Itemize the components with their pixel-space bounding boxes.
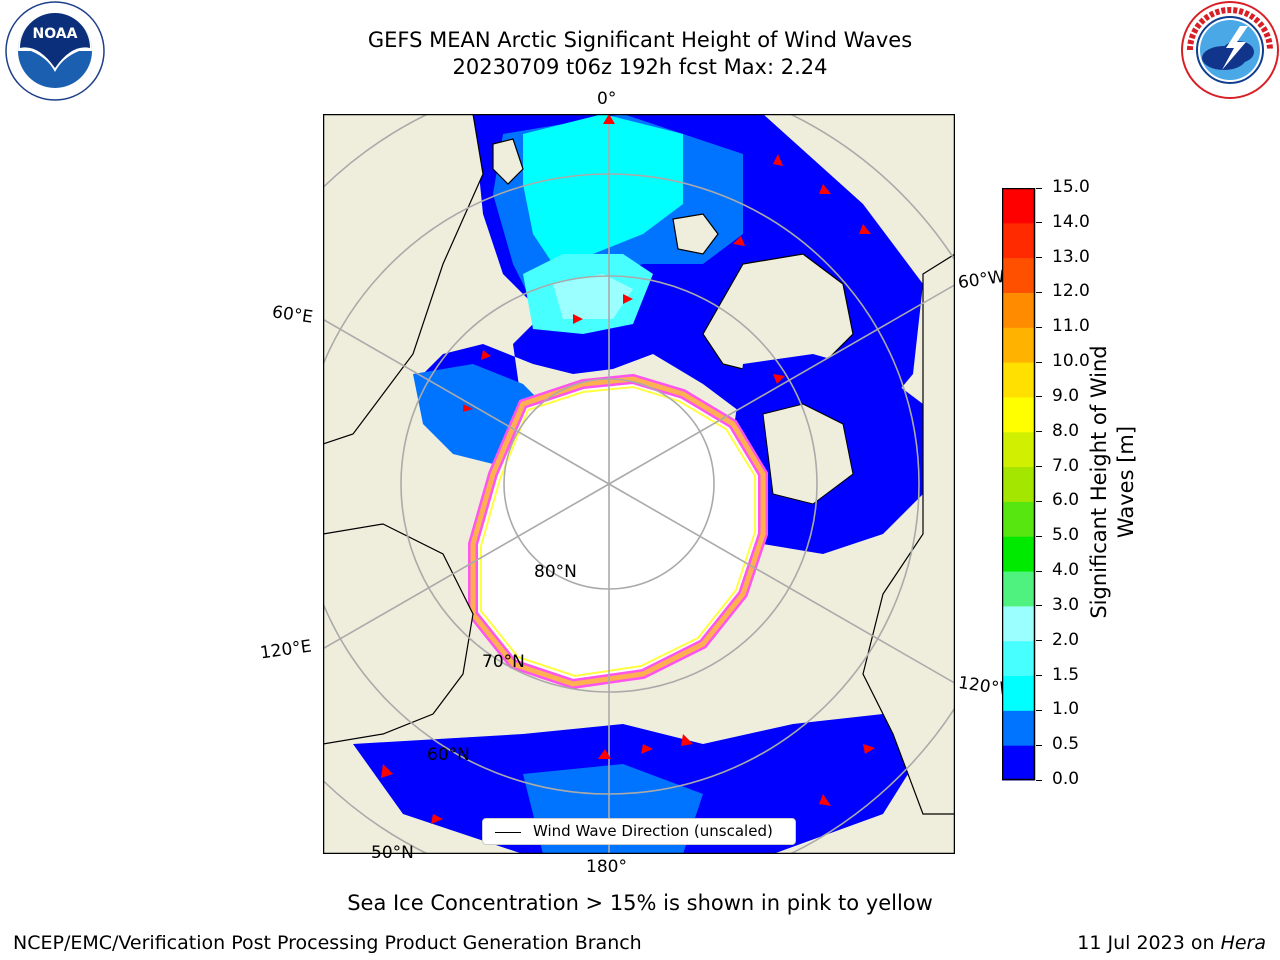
label-180deg: 180° — [586, 857, 627, 877]
colorbar-tick-mark — [1036, 291, 1042, 293]
map-legend: Wind Wave Direction (unscaled) — [482, 818, 796, 845]
colorbar-tick-mark — [1036, 187, 1042, 189]
colorbar-tick-label: 10.0 — [1052, 351, 1090, 372]
label-60w: 60°W — [956, 266, 1007, 294]
label-50n: 50°N — [371, 843, 414, 863]
colorbar-tick-label: 7.0 — [1052, 455, 1080, 476]
colorbar-tick-label: 14.0 — [1052, 211, 1090, 232]
colorbar-segment — [1002, 640, 1035, 677]
graticule — [323, 114, 955, 854]
colorbar-tick-mark — [1036, 500, 1042, 502]
colorbar — [1002, 188, 1036, 781]
colorbar-segment — [1002, 188, 1035, 224]
colorbar-segment — [1002, 605, 1035, 642]
colorbar-tick-mark — [1036, 675, 1042, 677]
wave-high-region — [523, 114, 683, 264]
colorbar-tick-label: 12.0 — [1052, 281, 1090, 302]
legend-label: Wind Wave Direction (unscaled) — [533, 822, 773, 840]
colorbar-tick-mark — [1036, 744, 1042, 746]
label-70n: 70°N — [482, 652, 525, 672]
colorbar-tick-label: 6.0 — [1052, 490, 1080, 511]
colorbar-tick-mark — [1036, 466, 1042, 468]
label-0deg: 0° — [597, 89, 617, 109]
colorbar-tick-label: 0.5 — [1052, 734, 1080, 755]
colorbar-tick-label: 0.0 — [1052, 769, 1080, 789]
colorbar-tick-label: 3.0 — [1052, 594, 1080, 615]
colorbar-segment — [1002, 501, 1035, 537]
colorbar-tick-mark — [1036, 535, 1042, 537]
nws-logo — [1181, 1, 1279, 99]
footer-right: 11 Jul 2023 on Hera — [1077, 932, 1266, 954]
arctic-map — [323, 114, 955, 854]
colorbar-segment — [1002, 292, 1035, 328]
footer-host: Hera — [1220, 932, 1266, 954]
colorbar-segment — [1002, 431, 1035, 468]
colorbar-tick-mark — [1036, 326, 1042, 328]
colorbar-tick-label: 1.5 — [1052, 664, 1080, 685]
colorbar-segment — [1002, 466, 1035, 502]
colorbar-tick-mark — [1036, 570, 1042, 572]
colorbar-tick-mark — [1036, 361, 1042, 363]
colorbar-segment — [1002, 710, 1035, 746]
colorbar-segment — [1002, 396, 1035, 433]
label-80n: 80°N — [534, 562, 577, 582]
footer-date: 11 Jul 2023 on — [1077, 932, 1221, 954]
colorbar-segment — [1002, 257, 1035, 293]
wave-arrows — [381, 114, 875, 824]
colorbar-tick-label: 9.0 — [1052, 385, 1080, 406]
sea-ice — [473, 379, 763, 684]
chart-title: GEFS MEAN Arctic Significant Height of W… — [367, 28, 913, 52]
colorbar-tick-label: 15.0 — [1052, 177, 1090, 197]
colorbar-tick-mark — [1036, 709, 1042, 711]
colorbar-label-line2: Waves [m] — [1114, 425, 1138, 539]
label-60e: 60°E — [270, 302, 315, 328]
noaa-text: NOAA — [33, 26, 78, 42]
colorbar-segment — [1002, 571, 1035, 607]
colorbar-segment — [1002, 327, 1035, 363]
colorbar-tick-label: 8.0 — [1052, 420, 1080, 441]
footer-left: NCEP/EMC/Verification Post Processing Pr… — [13, 932, 642, 954]
colorbar-tick-mark — [1036, 257, 1042, 259]
label-120e: 120°E — [258, 636, 313, 664]
colorbar-label-line1: Significant Height of Wind — [1087, 345, 1111, 619]
colorbar-tick-label: 5.0 — [1052, 525, 1080, 546]
colorbar-segment — [1002, 362, 1035, 398]
map-frame — [323, 114, 955, 854]
colorbar-tick-label: 4.0 — [1052, 560, 1080, 581]
colorbar-tick-mark — [1036, 779, 1042, 781]
colorbar-segment — [1002, 536, 1035, 572]
chart-subtitle: 20230709 t06z 192h fcst Max: 2.24 — [452, 55, 828, 79]
colorbar-segment — [1002, 675, 1035, 711]
colorbar-tick-mark — [1036, 222, 1042, 224]
colorbar-tick-label: 1.0 — [1052, 699, 1080, 720]
colorbar-tick-mark — [1036, 640, 1042, 642]
colorbar-tick-label: 11.0 — [1052, 316, 1090, 337]
legend-line — [495, 832, 521, 833]
label-60n: 60°N — [427, 745, 470, 765]
colorbar-tick-mark — [1036, 396, 1042, 398]
colorbar-segment — [1002, 745, 1035, 781]
colorbar-segment — [1002, 222, 1035, 259]
colorbar-tick-label: 2.0 — [1052, 629, 1080, 650]
colorbar-tick-mark — [1036, 605, 1042, 607]
noaa-logo: NOAA — [5, 1, 105, 101]
sea-ice-caption: Sea Ice Concentration > 15% is shown in … — [347, 891, 933, 915]
colorbar-tick-mark — [1036, 431, 1042, 433]
colorbar-tick-label: 13.0 — [1052, 246, 1090, 267]
